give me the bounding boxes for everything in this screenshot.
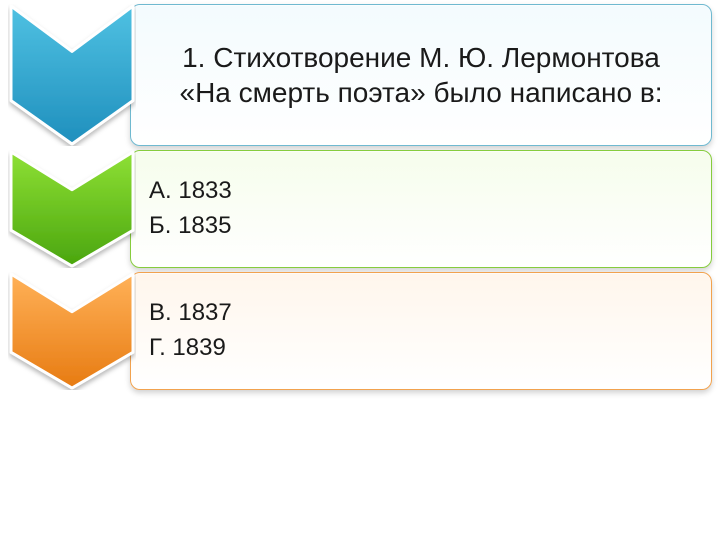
answer-a: А. 1833 [149, 174, 693, 209]
chevron-3 [8, 272, 136, 390]
answer-g: Г. 1839 [149, 331, 693, 366]
question-text: 1. Стихотворение М. Ю. Лермонтова «На см… [157, 40, 685, 110]
answer-b: Б. 1835 [149, 209, 693, 244]
chevron-1 [8, 4, 136, 146]
chevron-diagram: 1. Стихотворение М. Ю. Лермонтова «На см… [8, 4, 712, 394]
answer-v: В. 1837 [149, 296, 693, 331]
question-panel: 1. Стихотворение М. Ю. Лермонтова «На см… [130, 4, 712, 146]
answers-panel-1: А. 1833 Б. 1835 [130, 150, 712, 268]
answers-panel-2: В. 1837 Г. 1839 [130, 272, 712, 390]
row-answers-2: В. 1837 Г. 1839 [8, 272, 712, 390]
chevron-2 [8, 150, 136, 268]
row-question: 1. Стихотворение М. Ю. Лермонтова «На см… [8, 4, 712, 146]
row-answers-1: А. 1833 Б. 1835 [8, 150, 712, 268]
